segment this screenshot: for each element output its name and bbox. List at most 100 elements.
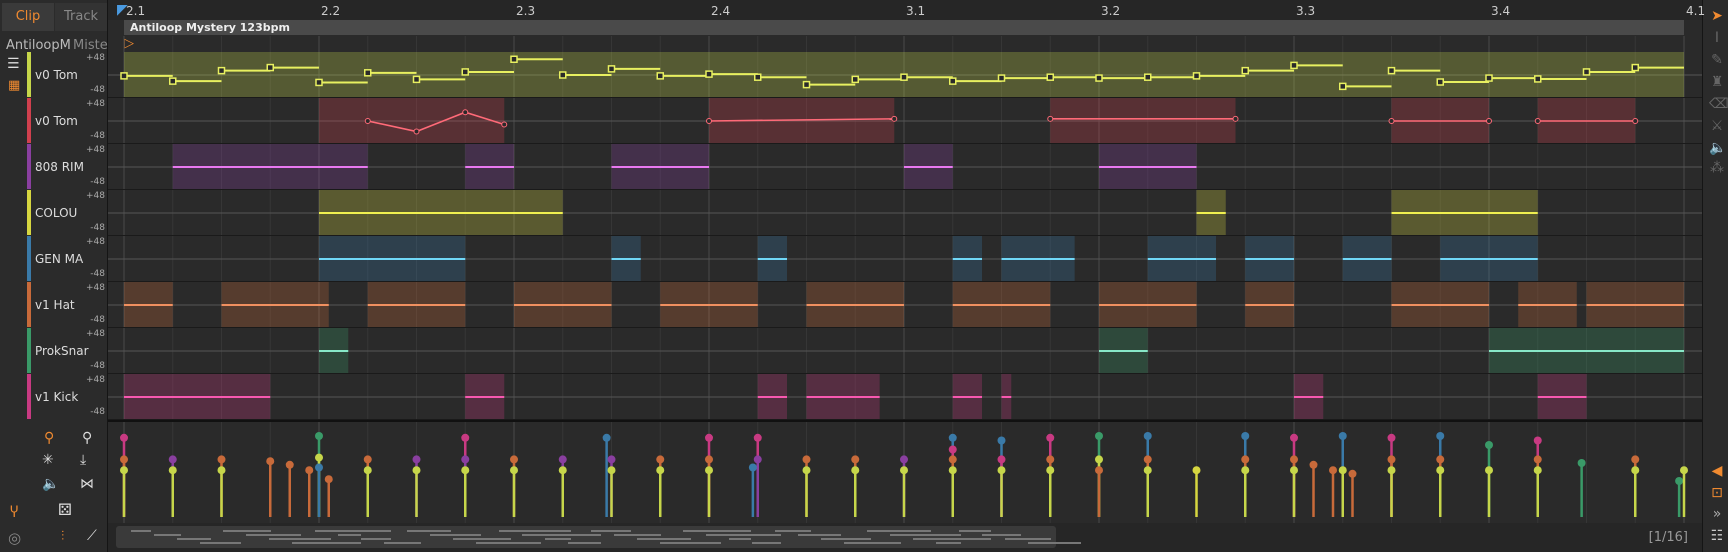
pin-icon[interactable]: ⚲ <box>44 430 55 446</box>
lane-name[interactable]: v0 Tom <box>35 114 78 128</box>
note-handle <box>217 66 226 75</box>
velocity-handle <box>753 455 762 464</box>
lane-color-strip <box>27 328 31 373</box>
lane-name[interactable]: GEN MA <box>35 252 84 266</box>
velocity-handle <box>1192 466 1201 475</box>
velocity-handle <box>120 455 128 464</box>
lane-name[interactable]: v1 Kick <box>35 390 79 404</box>
loop-start-marker-icon[interactable]: ▷ <box>124 36 134 51</box>
overview-note-bar <box>591 530 631 532</box>
piano-keys-icon[interactable]: ☰ <box>7 56 20 72</box>
drum-lane[interactable] <box>108 328 1702 374</box>
range-bottom-label: -48 <box>90 131 105 141</box>
clip-name-label[interactable]: AntiloopM <box>6 38 71 53</box>
velocity-handle <box>1241 432 1250 440</box>
paint-tool-icon[interactable]: ♜ <box>1710 74 1724 90</box>
range-bottom-label: -48 <box>90 223 105 233</box>
pencil-tool-icon[interactable]: ✎ <box>1711 52 1723 68</box>
velocity-handle <box>997 466 1006 475</box>
follow-icon[interactable]: » <box>1712 506 1722 522</box>
overview-note-bar <box>407 530 451 532</box>
velocity-handle <box>1436 432 1445 440</box>
velocity-handle <box>1143 466 1152 475</box>
note-handle <box>1095 74 1103 82</box>
tab-track[interactable]: Track <box>55 3 107 31</box>
lane-name[interactable]: v1 Hat <box>35 298 75 312</box>
lane-name[interactable]: v0 Tom <box>35 68 78 82</box>
drum-lane[interactable] <box>108 374 1702 420</box>
note-handle <box>120 72 128 80</box>
time-select-tool-icon[interactable]: I <box>1714 30 1720 46</box>
pitch-link-icon[interactable]: ⟋ <box>87 528 97 544</box>
range-bottom-label: -48 <box>90 269 105 279</box>
left-panel: Clip Track AntiloopM Miste ☰ ▦ ⚲ ⚲ ✳ ⤓ 🔈… <box>0 0 108 552</box>
dice-icon[interactable]: ⚄ <box>58 500 72 519</box>
velocity-handle <box>461 433 470 442</box>
snap-grid-icon[interactable]: ⊡ <box>1711 485 1723 501</box>
velocity-handle <box>1631 466 1640 475</box>
velocity-handle <box>656 466 665 475</box>
ruler-label: 3.4 <box>1491 4 1511 18</box>
note-clip <box>319 98 505 143</box>
footsteps-tool-icon[interactable]: ⁂ <box>1710 160 1724 176</box>
drum-lane[interactable] <box>108 52 1702 98</box>
lane-color-strip <box>27 190 31 235</box>
speaker-icon[interactable]: ◀ <box>1711 463 1723 479</box>
range-top-label: +48 <box>86 237 105 247</box>
playhead-marker-icon[interactable]: ◤ <box>117 2 128 18</box>
velocity-handle <box>1309 460 1318 469</box>
velocity-handle <box>1387 455 1396 464</box>
note-handle <box>1387 66 1396 75</box>
note-handle <box>1436 78 1444 86</box>
pan-icon[interactable]: ⋈ <box>80 476 94 492</box>
velocity-handle <box>1577 459 1586 467</box>
settings-sliders-icon[interactable]: ☷ <box>1710 528 1724 544</box>
timbre-icon[interactable]: ⚲ <box>82 430 93 446</box>
release-velocity-icon[interactable]: ⤓ <box>80 452 87 468</box>
mixer-label[interactable]: Miste <box>73 38 108 53</box>
note-handle <box>364 69 372 77</box>
drum-lane[interactable] <box>108 282 1702 328</box>
pitch-curve <box>708 118 895 122</box>
tab-clip[interactable]: Clip <box>2 3 54 31</box>
velocity-handle <box>120 466 128 475</box>
drum-lane[interactable] <box>108 144 1702 190</box>
drum-lane[interactable] <box>108 236 1702 282</box>
lane-color-strip <box>27 374 31 419</box>
fork-icon[interactable]: Ⴤ <box>10 505 19 521</box>
velocity-handle <box>1095 455 1103 464</box>
ruler-label: 2.2 <box>321 4 341 18</box>
drum-lane[interactable] <box>108 190 1702 236</box>
range-top-label: +48 <box>86 329 105 339</box>
velocity-handle <box>997 455 1006 464</box>
midi-port-icon[interactable]: ◎ <box>8 529 22 547</box>
velocity-handle <box>1348 469 1357 478</box>
audition-tool-icon[interactable]: 🔈 <box>1709 140 1727 156</box>
timeline-ruler[interactable] <box>108 0 1702 20</box>
velocity-handle <box>851 455 860 464</box>
lane-name[interactable]: 808 RIM <box>35 160 84 174</box>
expressions-icon[interactable]: ⫶ <box>61 529 65 544</box>
note-handle <box>1485 74 1493 82</box>
overview-note-bar <box>890 534 961 536</box>
knife-tool-icon[interactable]: ⚔ <box>1710 118 1724 134</box>
velocity-handle <box>120 433 128 442</box>
overview-scrollbar[interactable] <box>116 526 1081 548</box>
brightness-icon[interactable]: ✳ <box>42 452 54 468</box>
range-bottom-label: -48 <box>90 85 105 95</box>
clip-header[interactable]: Antiloop Mystery 123bpm <box>124 20 1684 35</box>
drum-lane[interactable] <box>108 98 1702 144</box>
volume-icon[interactable]: 🔈 <box>42 476 60 492</box>
lane-name[interactable]: COLOU <box>35 206 78 220</box>
overview-note-bar <box>706 534 781 536</box>
velocity-handle <box>802 455 811 464</box>
pointer-tool-icon[interactable]: ➤ <box>1711 8 1723 24</box>
ruler-label: 4.1 <box>1686 4 1706 18</box>
velocity-handle <box>948 433 957 442</box>
drum-grid-icon[interactable]: ▦ <box>8 78 21 93</box>
note-handle <box>1290 61 1298 70</box>
eraser-tool-icon[interactable]: ⌫ <box>1709 96 1728 112</box>
range-bottom-label: -48 <box>90 177 105 187</box>
lane-name[interactable]: ProkSnar <box>35 344 89 358</box>
overview-note-bar <box>844 542 901 544</box>
